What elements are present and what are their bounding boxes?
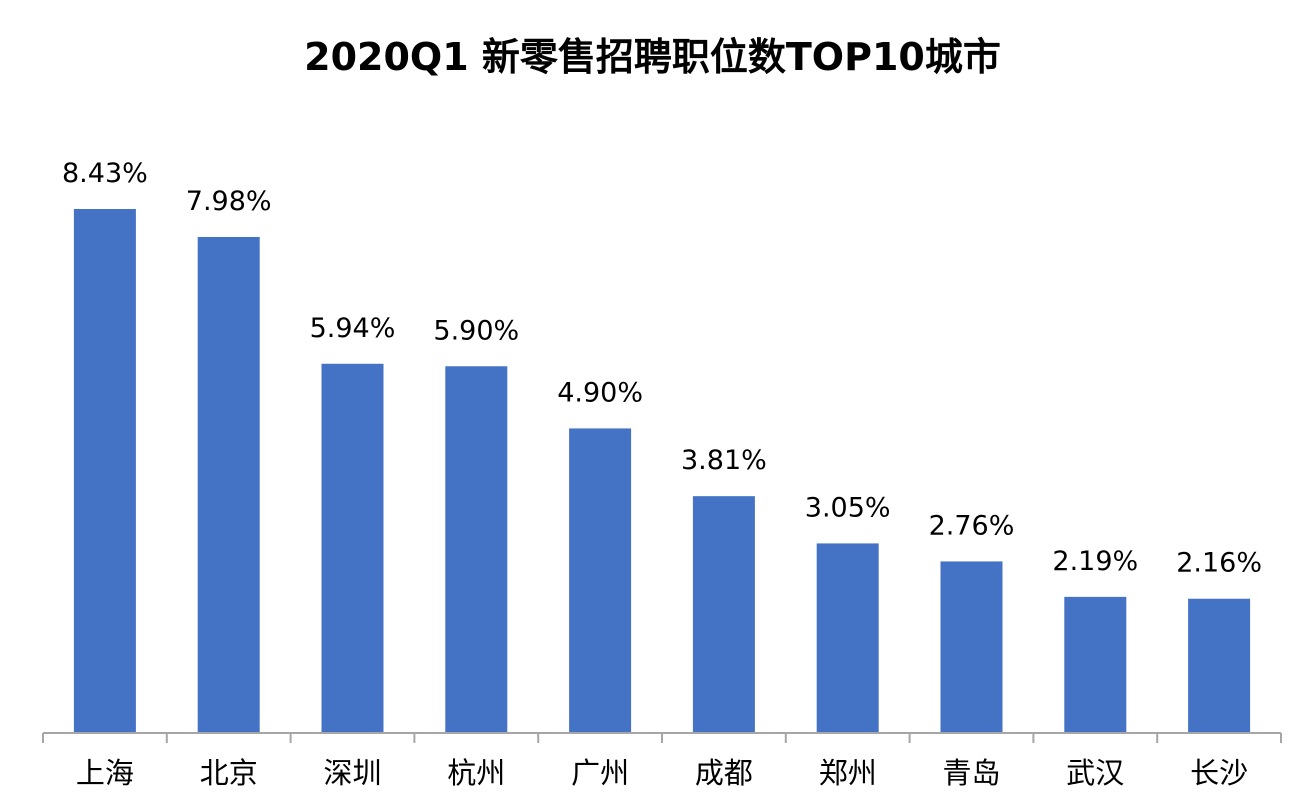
x-tick-label-5: 成都 xyxy=(695,756,753,790)
x-tick-label-9: 长沙 xyxy=(1190,756,1248,790)
bar-8 xyxy=(1064,596,1127,733)
x-tick-label-0: 上海 xyxy=(76,756,134,790)
x-axis xyxy=(42,732,1282,743)
data-label-0: 8.43% xyxy=(62,158,148,189)
data-label-4: 4.90% xyxy=(557,377,643,408)
bar-3 xyxy=(445,366,508,733)
x-tick-label-6: 郑州 xyxy=(819,756,877,790)
bar-6 xyxy=(816,543,879,733)
x-tick-label-1: 北京 xyxy=(200,756,258,790)
x-tick-label-8: 武汉 xyxy=(1066,756,1124,790)
bar-5 xyxy=(692,496,755,733)
bar-9 xyxy=(1188,598,1251,733)
x-tick-label-7: 青岛 xyxy=(942,756,1000,790)
data-label-8: 2.19% xyxy=(1052,546,1138,577)
data-label-9: 2.16% xyxy=(1176,548,1262,579)
bar-1 xyxy=(197,236,260,733)
data-label-3: 5.90% xyxy=(433,315,519,346)
bar-4 xyxy=(569,428,632,733)
bar-0 xyxy=(73,209,136,733)
data-label-6: 3.05% xyxy=(805,492,891,523)
x-tick-label-3: 杭州 xyxy=(447,756,505,790)
data-label-1: 7.98% xyxy=(186,186,272,217)
data-label-2: 5.94% xyxy=(310,313,396,344)
bar-2 xyxy=(321,363,384,733)
x-tick-labels: 上海 北京 深圳 杭州 广州 成都 郑州 青岛 武汉 长沙 xyxy=(76,756,1248,790)
data-label-5: 3.81% xyxy=(681,445,767,476)
chart-title: 2020Q1 新零售招聘职位数TOP10城市 xyxy=(304,35,1001,79)
data-labels-layer: 8.43% 7.98% 5.94% 5.90% 4.90% 3.81% 3.05% 2.76%… xyxy=(62,158,1262,579)
data-label-7: 2.76% xyxy=(929,510,1015,541)
x-tick-label-4: 广州 xyxy=(571,756,629,790)
bar-7 xyxy=(940,561,1003,733)
bars-layer xyxy=(73,209,1251,733)
x-tick-label-2: 深圳 xyxy=(323,756,381,790)
